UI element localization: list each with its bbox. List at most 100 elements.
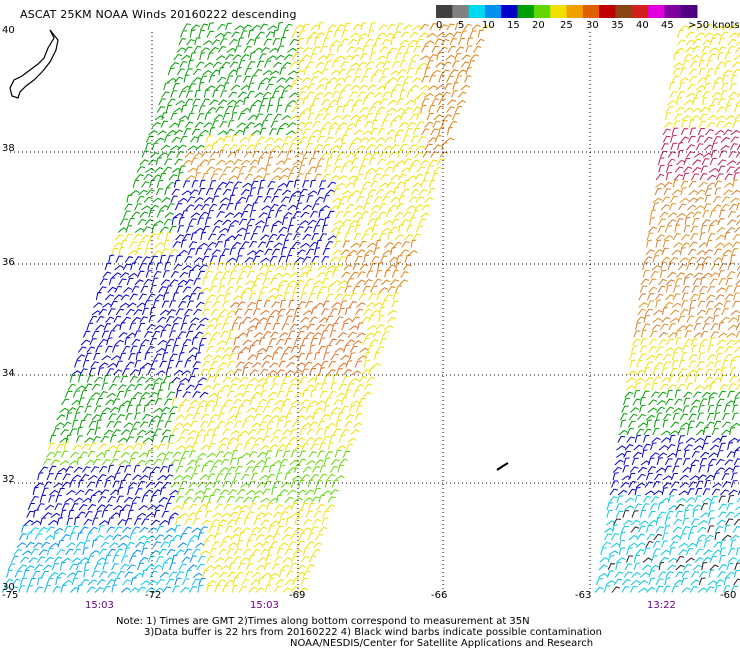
wind-barb: [696, 309, 707, 316]
lat-label-32: 32: [2, 474, 15, 485]
wind-barb: [234, 129, 244, 136]
wind-barb: [136, 195, 145, 203]
wind-barb: [157, 316, 167, 323]
wind-barb: [312, 332, 322, 338]
wind-barb: [152, 541, 162, 548]
wind-barb: [69, 480, 76, 488]
wind-barb: [209, 46, 219, 53]
wind-barb: [107, 517, 114, 526]
wind-barb: [622, 579, 631, 586]
wind-barb: [666, 105, 675, 113]
wind-barb: [424, 40, 434, 46]
wind-barb: [390, 70, 400, 76]
wind-barb: [236, 384, 246, 391]
wind-barb: [136, 512, 147, 518]
wind-barb: [650, 452, 660, 458]
wind-barb: [386, 129, 396, 136]
wind-barb: [273, 294, 283, 301]
wind-barb: [190, 317, 200, 323]
wind-barb: [84, 352, 92, 361]
wind-barb: [354, 413, 363, 421]
wind-barb: [215, 84, 225, 91]
wind-barb: [224, 212, 234, 218]
wind-barb: [255, 272, 266, 278]
wind-barb: [337, 225, 345, 233]
wind-barb: [674, 174, 684, 181]
wind-barb: [168, 571, 178, 578]
wind-barb: [349, 62, 360, 68]
wind-barb: [123, 445, 134, 451]
wind-barb: [704, 144, 714, 151]
wind-barb: [104, 554, 111, 563]
wind-barb: [273, 29, 279, 38]
wind-barb: [699, 398, 708, 406]
wind-barb: [703, 32, 714, 38]
wind-barb: [219, 489, 229, 496]
wind-barb: [669, 434, 676, 443]
wind-barb: [287, 122, 297, 128]
wind-barb: [326, 504, 336, 511]
wind-barb: [675, 510, 683, 518]
wind-barb: [194, 37, 201, 46]
wind-barb: [198, 504, 208, 511]
wind-barb: [145, 270, 153, 278]
legend-label: 35: [611, 20, 624, 31]
wind-barb: [341, 271, 351, 278]
wind-barb: [112, 398, 121, 406]
wind-barb: [604, 533, 612, 541]
wind-barb: [89, 338, 97, 346]
wind-barb: [43, 481, 53, 488]
wind-barb: [172, 585, 180, 593]
wind-barb: [104, 534, 114, 541]
wind-barb: [365, 38, 374, 46]
wind-barb: [383, 113, 392, 121]
wind-barb: [733, 54, 740, 61]
wind-barb: [311, 203, 320, 211]
wind-barb: [370, 180, 379, 188]
lat-lon-grid: [10, 32, 740, 598]
wind-barb: [162, 323, 172, 331]
wind-barb: [353, 205, 364, 211]
wind-barb: [685, 497, 696, 503]
wind-barb: [736, 438, 740, 443]
wind-barb: [419, 85, 430, 91]
wind-barb: [115, 255, 123, 263]
wind-barb: [69, 451, 79, 458]
wind-barb: [305, 405, 313, 413]
wind-barb: [318, 107, 328, 113]
wind-barb: [217, 130, 228, 136]
wind-barb: [733, 166, 740, 173]
wind-barb: [687, 256, 697, 263]
wind-barb: [359, 188, 368, 196]
wind-barb: [317, 158, 325, 166]
wind-barb: [139, 442, 147, 451]
wind-barb: [141, 362, 152, 368]
wind-barb: [665, 510, 674, 518]
wind-barb: [210, 173, 219, 181]
wind-barb: [289, 512, 300, 518]
wind-barb: [681, 234, 690, 241]
wind-barb: [133, 233, 142, 241]
wind-barb: [683, 397, 690, 406]
wind-barb: [594, 586, 604, 593]
wind-barb: [332, 374, 339, 383]
wind-barb: [219, 467, 229, 473]
wind-barb: [205, 85, 216, 91]
wind-barb: [303, 519, 312, 526]
wind-barb: [704, 474, 715, 481]
wind-barb: [321, 99, 330, 106]
wind-barb: [193, 412, 201, 421]
wind-barb: [724, 232, 731, 241]
wind-barb: [353, 390, 360, 398]
wind-barb: [177, 279, 188, 286]
wind-barb: [296, 540, 305, 548]
wind-barb: [199, 550, 210, 556]
wind-barb: [653, 419, 660, 428]
wind-barb: [104, 479, 111, 488]
wind-barb: [677, 375, 685, 383]
wind-barb: [217, 443, 227, 451]
wind-barb: [670, 135, 677, 143]
wind-barb: [627, 370, 637, 376]
wind-barb: [701, 561, 708, 571]
wind-barb: [94, 534, 104, 541]
